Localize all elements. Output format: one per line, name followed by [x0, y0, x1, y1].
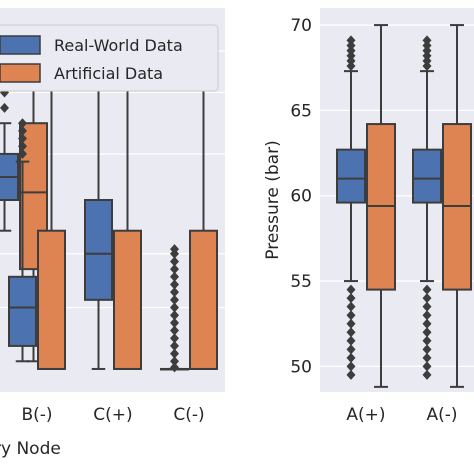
outlier-point	[422, 318, 432, 329]
outlier-point	[170, 356, 179, 367]
x-axis-label: ry Node	[0, 439, 61, 459]
outlier-point	[170, 244, 179, 255]
outlier-point	[422, 344, 432, 355]
outlier-point	[346, 344, 356, 355]
box-body	[37, 229, 66, 370]
outlier-point	[170, 287, 179, 298]
legend-swatch-real-world-data	[0, 35, 41, 55]
outlier-point	[346, 369, 356, 380]
x-tick-label-c: C(+)	[93, 405, 132, 425]
outlier-point	[422, 369, 432, 380]
y-tick-label: 55	[290, 272, 312, 292]
outlier-point	[170, 333, 179, 344]
legend-swatch-artificial-data	[0, 63, 41, 83]
outlier-point	[422, 327, 432, 338]
box-body	[8, 275, 37, 347]
box-artificial-data-a	[366, 24, 396, 388]
x-tick-label-b: B(-)	[21, 405, 52, 425]
x-tick-label-a: A(+)	[346, 405, 385, 425]
box-body	[84, 199, 113, 301]
box-real-world-data-a	[412, 35, 442, 380]
outlier-point	[422, 45, 432, 56]
outlier-point	[170, 256, 179, 267]
outlier-point	[346, 352, 356, 363]
outlier-point	[422, 301, 432, 312]
outlier-point	[422, 293, 432, 304]
box-body	[189, 229, 218, 370]
outlier-point	[170, 325, 179, 336]
legend: Real-World Data Artificial Data	[0, 24, 219, 92]
box-artificial-data-b	[37, 37, 66, 370]
outlier-point	[346, 50, 356, 61]
x-tick-label-a: A(-)	[426, 405, 457, 425]
y-tick-label: 65	[290, 101, 312, 121]
y-axis-label: Pressure (bar)	[263, 140, 283, 259]
outlier-point	[170, 362, 179, 373]
x-tick-label-c: C(-)	[173, 405, 204, 425]
outlier-point	[422, 40, 432, 51]
y-tick-label: 60	[290, 187, 312, 207]
outlier-point	[346, 361, 356, 372]
outlier-point	[422, 310, 432, 321]
outlier-point	[170, 340, 179, 351]
outlier-point	[346, 40, 356, 51]
outlier-point	[346, 55, 356, 66]
outlier-point	[346, 35, 356, 46]
outlier-point	[346, 301, 356, 312]
outlier-point	[18, 125, 27, 136]
outlier-point	[170, 302, 179, 313]
legend-label-artificial-data: Artificial Data	[54, 64, 163, 83]
outlier-point	[346, 327, 356, 338]
outlier-point	[170, 264, 179, 275]
outlier-point	[18, 118, 27, 129]
box-artificial-data-a	[442, 24, 472, 388]
box-artificial-data-c	[189, 37, 218, 370]
outlier-point	[170, 348, 179, 359]
outlier-point	[346, 335, 356, 346]
outlier-point	[170, 310, 179, 321]
y-tick-label: 50	[290, 357, 312, 377]
box-real-world-data-c	[160, 244, 189, 373]
outlier-point	[422, 284, 432, 295]
outlier-point	[18, 148, 27, 159]
outlier-point	[170, 317, 179, 328]
outlier-point	[346, 318, 356, 329]
outlier-point	[346, 45, 356, 56]
outlier-point	[170, 271, 179, 282]
outlier-point	[18, 141, 27, 152]
outlier-point	[346, 293, 356, 304]
box-real-world-data-b	[8, 118, 37, 363]
outlier-point	[422, 50, 432, 61]
box-real-world-data-a	[336, 35, 366, 380]
outlier-point	[422, 35, 432, 46]
outlier-point	[422, 55, 432, 66]
box-body	[412, 148, 442, 204]
outlier-point	[422, 335, 432, 346]
outlier-point	[422, 352, 432, 363]
box-real-world-data-first	[0, 72, 19, 232]
outlier-point	[170, 294, 179, 305]
outlier-point	[0, 102, 9, 113]
right-chart-panel: 50 55 60 65 70 A(+) A(-) Pressure (bar)	[263, 8, 474, 425]
outlier-point	[346, 310, 356, 321]
box-body	[336, 148, 366, 204]
box-body	[113, 229, 142, 370]
box-artificial-data-c	[113, 37, 142, 370]
outlier-point	[346, 284, 356, 295]
outlier-point	[346, 61, 356, 72]
legend-label-real-world-data: Real-World Data	[54, 36, 183, 55]
outlier-point	[422, 361, 432, 372]
outlier-point	[170, 279, 179, 290]
outlier-point	[18, 133, 27, 144]
box-real-world-data-c	[84, 53, 113, 370]
outlier-point	[422, 61, 432, 72]
y-tick-label: 70	[290, 16, 312, 36]
legend-frame	[0, 24, 219, 92]
